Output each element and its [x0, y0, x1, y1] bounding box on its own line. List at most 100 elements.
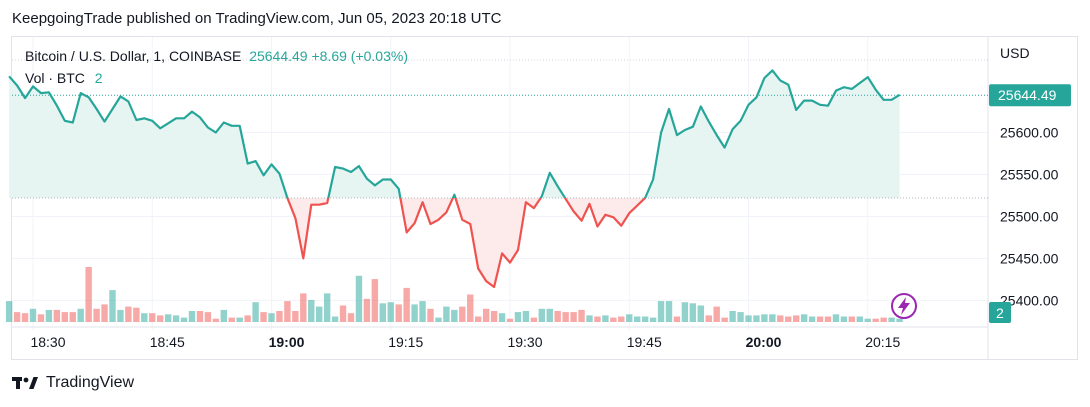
volume-bar: [514, 312, 522, 322]
volume-bar: [856, 316, 863, 322]
tradingview-brand[interactable]: TradingView: [12, 374, 134, 392]
volume-bar: [665, 301, 673, 322]
volume-bar: [888, 317, 895, 322]
volume-bar: [292, 311, 299, 322]
volume-bar: [872, 318, 879, 322]
volume-bar: [800, 314, 808, 322]
volume-value: 2: [94, 70, 103, 86]
volume-bar: [522, 311, 530, 322]
x-tick-label: 19:00: [269, 334, 305, 350]
volume-bar: [101, 304, 108, 322]
volume-bar: [554, 311, 561, 322]
volume-bar: [252, 302, 259, 322]
volume-bar: [824, 316, 832, 322]
lightning-icon[interactable]: [891, 293, 917, 319]
volume-bar: [443, 306, 450, 322]
volume-badge-label: 2: [996, 305, 1004, 321]
price-line-up: [8, 69, 901, 199]
volume-bar: [634, 316, 641, 322]
volume-bar: [196, 311, 204, 322]
area-above-baseline: [9, 70, 900, 199]
published-line: KeepgoingTrade published on TradingView.…: [12, 10, 502, 27]
volume-bar: [626, 314, 633, 322]
volume-bar: [141, 313, 148, 322]
volume-bar: [363, 298, 371, 322]
volume-bar: [419, 301, 426, 322]
x-tick-label: 20:00: [746, 334, 782, 350]
volume-bar: [864, 318, 871, 322]
volume-bar: [649, 317, 657, 322]
volume-bar: [133, 307, 140, 322]
volume-bar: [713, 306, 720, 322]
price-change: 25644.49 +8.69 (+0.03%): [249, 48, 408, 64]
last-price-label: 25644.49: [998, 87, 1057, 103]
volume-bar: [125, 306, 132, 322]
volume-bar: [641, 316, 649, 322]
currency-label: USD: [1000, 45, 1030, 61]
y-tick-label: 25550.00: [1000, 167, 1059, 183]
brand-name: TradingView: [46, 374, 135, 391]
volume-bar: [435, 317, 442, 322]
volume-badge: [989, 302, 1011, 323]
volume-bar: [284, 301, 291, 322]
y-tick-label: 25600.00: [1000, 125, 1059, 141]
volume-bar: [594, 316, 601, 322]
volume-bars: [5, 267, 903, 322]
volume-bar: [490, 311, 498, 322]
volume-bar: [220, 309, 227, 322]
last-price-badge: [989, 84, 1071, 107]
volume-bar: [586, 315, 593, 322]
volume-bar: [777, 315, 784, 322]
volume-bar: [506, 318, 514, 322]
x-tick-labels: 18:30 18:45 19:00 19:15 19:30 19:45 20:00 20:15: [30, 334, 900, 350]
volume-bar: [276, 311, 283, 322]
y-tick-label: 25400.00: [1000, 292, 1059, 308]
volume-bar: [403, 287, 410, 322]
volume-bar: [157, 315, 164, 322]
volume-bar: [896, 318, 903, 322]
volume-bar: [300, 293, 307, 322]
volume-bar: [880, 317, 887, 322]
volume-bar: [769, 314, 776, 322]
y-tick-label: 25500.00: [1000, 208, 1059, 224]
volume-bar: [308, 300, 315, 322]
volume-bar: [475, 316, 482, 322]
volume-bar: [427, 308, 434, 322]
volume-bar: [355, 275, 363, 322]
volume-bar: [228, 317, 235, 322]
volume-bar: [530, 317, 538, 322]
y-tick-labels: 25600.00 25550.00 25500.00 25450.00 25400.00: [1000, 125, 1059, 309]
volume-bar: [610, 317, 617, 322]
volume-bar: [149, 313, 156, 322]
volume-bar: [77, 308, 84, 322]
x-tick-label: 18:30: [30, 334, 65, 350]
symbol-title: Bitcoin / U.S. Dollar, 1, COINBASE: [25, 48, 242, 64]
volume-bar: [53, 309, 61, 322]
volume-bar: [673, 316, 681, 322]
y-tick-label: 25450.00: [1000, 250, 1059, 266]
volume-bar: [164, 314, 172, 322]
volume-bar: [482, 308, 490, 322]
volume-bar: [411, 304, 418, 322]
volume-bar: [236, 317, 243, 322]
volume-bar: [761, 314, 768, 322]
volume-bar: [848, 316, 856, 322]
area-below-baseline: [287, 198, 646, 287]
volume-bar: [180, 317, 188, 322]
volume-bar: [538, 308, 545, 322]
volume-bar: [371, 279, 379, 322]
volume-bar: [29, 308, 37, 322]
volume-bar: [387, 302, 394, 322]
volume-bar: [316, 306, 323, 322]
volume-bar: [578, 309, 585, 322]
volume-bar: [172, 315, 180, 322]
volume-bar: [618, 316, 625, 322]
volume-bar: [459, 306, 466, 322]
volume-bar: [793, 315, 800, 322]
volume-bar: [562, 312, 569, 322]
volume-bar: [204, 312, 212, 322]
volume-bar: [697, 305, 704, 322]
x-tick-label: 19:15: [388, 334, 423, 350]
volume-bar: [753, 315, 760, 322]
